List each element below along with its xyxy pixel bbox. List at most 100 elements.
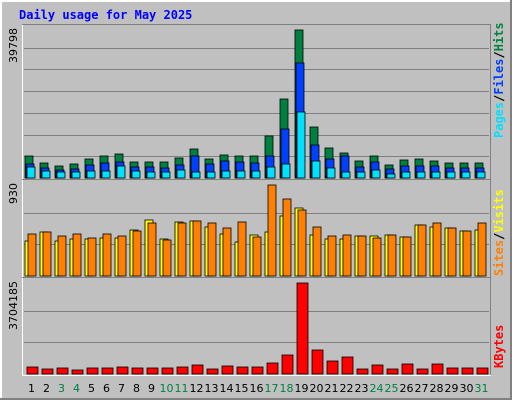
day-label-16: 16 <box>250 382 264 395</box>
day-label-18: 18 <box>280 382 294 395</box>
day-label-26: 26 <box>400 382 414 395</box>
kbytes-bar-day-13 <box>206 368 219 375</box>
day-label-11: 11 <box>175 382 189 395</box>
panel-left-edge <box>22 278 23 375</box>
kbytes-bar-day-8 <box>131 367 144 375</box>
sites-bar-day-26 <box>402 236 412 277</box>
panel-top-edge <box>22 179 491 180</box>
y-max-label: 3704185 <box>7 281 20 330</box>
day-label-4: 4 <box>73 382 80 395</box>
pages-bar-day-2 <box>41 170 51 179</box>
pages-bar-day-20 <box>311 160 321 179</box>
sites-bar-day-1 <box>27 233 37 277</box>
panel-1: 39798 <box>7 24 491 180</box>
outer-bevel-left <box>0 0 2 400</box>
pages-bar-day-3 <box>56 171 66 179</box>
sites-bar-day-4 <box>72 233 82 277</box>
kbytes-bar-day-24 <box>371 364 384 375</box>
pages-bar-day-12 <box>191 171 201 179</box>
panel-top-edge <box>22 277 491 278</box>
pages-bar-day-31 <box>476 171 486 179</box>
kbytes-bar-day-5 <box>86 367 99 375</box>
day-label-19: 19 <box>295 382 309 395</box>
sites-bar-day-13 <box>207 222 217 277</box>
kbytes-bar-day-10 <box>161 367 174 375</box>
kbytes-bar-day-26 <box>401 363 414 375</box>
day-label-29: 29 <box>445 382 459 395</box>
sites-bar-day-27 <box>417 224 427 277</box>
kbytes-bar-day-20 <box>311 349 324 375</box>
kbytes-bar-day-18 <box>281 354 294 375</box>
day-label-17: 17 <box>265 382 279 395</box>
outer-bevel-right <box>510 0 512 400</box>
day-label-2: 2 <box>43 382 50 395</box>
pages-bar-day-5 <box>86 170 96 179</box>
day-label-24: 24 <box>370 382 384 395</box>
pages-bar-day-22 <box>341 171 351 179</box>
sites-bar-day-12 <box>192 220 202 277</box>
day-labels: 1 2 3 4 5 6 7 8 9 10 11 12 13 14 15 16 17 18 19 20 21 22 23 24 2… <box>28 382 489 395</box>
kbytes-bar-day-22 <box>341 356 354 375</box>
sites-bar-day-22 <box>342 234 352 277</box>
kbytes-bar-day-2 <box>41 368 54 375</box>
sites-bar-day-25 <box>387 234 397 277</box>
sites-bar-day-29 <box>447 227 457 277</box>
legend-entry: / <box>492 51 506 58</box>
day-label-28: 28 <box>430 382 444 395</box>
pages-bar-day-13 <box>206 171 216 179</box>
y-max-label: 930 <box>7 183 20 204</box>
kbytes-bar-day-6 <box>101 367 114 375</box>
pages-bar-day-21 <box>326 167 336 179</box>
kbytes-bar-day-25 <box>386 368 399 375</box>
sites-bar-day-19 <box>297 209 307 277</box>
sites-bar-day-15 <box>237 221 247 277</box>
sites-bar-day-14 <box>222 227 232 277</box>
pages-bar-day-15 <box>236 170 246 179</box>
day-label-30: 30 <box>460 382 474 395</box>
chart-title: Daily usage for May 2025 <box>19 8 192 22</box>
day-label-13: 13 <box>205 382 219 395</box>
day-label-27: 27 <box>415 382 429 395</box>
day-label-9: 9 <box>148 382 155 395</box>
pages-bar-day-8 <box>131 170 141 179</box>
chart-panels: 39798 930 3704185 <box>7 24 491 376</box>
sites-bar-day-9 <box>147 222 157 277</box>
pages-bar-day-29 <box>446 171 456 179</box>
day-label-21: 21 <box>325 382 339 395</box>
pages-bar-day-17 <box>266 166 276 179</box>
outer-bevel-top <box>0 0 512 2</box>
kbytes-bar-day-29 <box>446 367 459 375</box>
pages-bar-day-9 <box>146 171 156 179</box>
sites-bar-day-8 <box>132 230 142 277</box>
sites-bar-day-7 <box>117 235 127 277</box>
pages-bar-day-28 <box>431 171 441 179</box>
sites-bar-day-24 <box>372 237 382 277</box>
kbytes-bar-day-3 <box>56 367 69 375</box>
y-max-label: 39798 <box>7 28 20 63</box>
kbytes-bar-day-19 <box>296 282 309 375</box>
pages-bar-day-1 <box>26 166 36 179</box>
sites-bar-day-18 <box>282 198 292 277</box>
pages-bar-day-6 <box>101 170 111 179</box>
panel-2: 930 <box>7 179 491 278</box>
panel-3: 3704185 <box>7 277 491 376</box>
pages-bar-day-23 <box>356 171 366 179</box>
sites-bar-day-16 <box>252 236 262 277</box>
day-label-20: 20 <box>310 382 324 395</box>
legend-middle: Sites/Visits <box>492 189 506 276</box>
legend-entry: / <box>492 233 506 240</box>
pages-bar-day-30 <box>461 171 471 179</box>
sites-bar-day-10 <box>162 239 172 277</box>
sites-bar-day-20 <box>312 226 322 277</box>
kbytes-bar-day-7 <box>116 366 129 375</box>
sites-bar-day-3 <box>57 235 67 277</box>
day-label-3: 3 <box>58 382 65 395</box>
legend-entry: Visits <box>492 189 506 232</box>
pages-bar-day-27 <box>416 171 426 179</box>
legend-entry: Files <box>492 59 506 95</box>
pages-bar-day-25 <box>386 173 396 179</box>
sites-bar-day-2 <box>42 231 52 277</box>
legend-entry: Sites <box>492 240 506 276</box>
